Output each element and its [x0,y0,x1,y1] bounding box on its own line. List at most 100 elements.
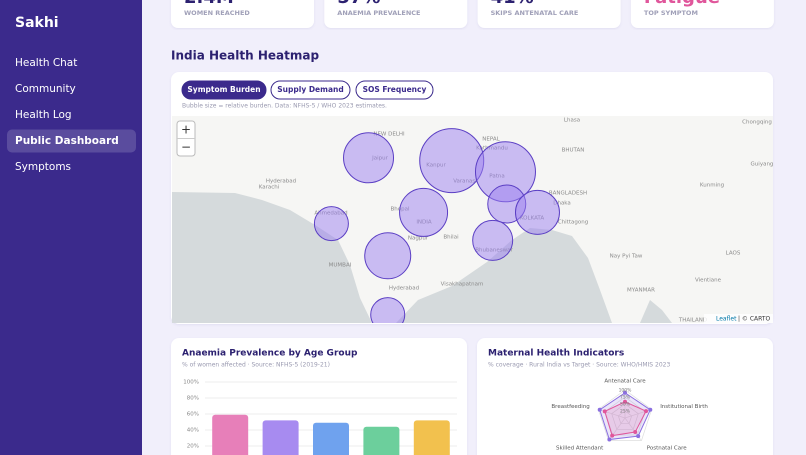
map-label: BHUTAN [562,148,585,154]
map-label: Bhilai [443,235,459,241]
map-label: Nagpur [408,236,429,242]
map: NEW DELHIJaipurKanpurVaranasiPatnaNEPALK… [172,116,774,332]
map-label: MYANMAR [627,288,655,294]
attribution-bg [704,314,773,323]
y-tick-label: 80% [187,396,199,402]
stat-card [630,0,774,28]
map-bubble[interactable] [364,232,412,280]
bay-of-bengal [396,228,612,323]
bar [313,422,349,455]
stat-label: ANAEMIA PREVALENCE [337,9,420,17]
zoom-in[interactable]: + [181,123,191,137]
stat-value: 57% [337,0,380,8]
radar-point [610,433,615,438]
map-bubble[interactable] [399,187,449,237]
y-tick-label: 60% [187,412,199,418]
radar-tick-label: 50% [620,402,631,408]
zoom-out[interactable]: − [181,140,191,154]
map-label: Hyderabad [266,179,296,185]
radar-axis [598,409,626,419]
radar-tick-label: 75% [620,395,631,401]
map-label: Chongqing [742,120,772,126]
radar-point [597,407,602,412]
bar [262,420,299,455]
sidebar [0,0,142,455]
map-label: Visakhapatnam [441,282,484,288]
map-label: Lhasa [564,118,580,124]
radar-area [604,401,647,437]
logo: Sakhi [15,15,59,31]
chart-subtitle: % coverage · Rural India vs Target · Sou… [488,362,670,369]
chart-title: Maternal Health Indicators [488,349,624,359]
map-label: NEW DELHI [373,132,405,138]
tab-label[interactable]: SOS Frequency [363,85,427,94]
attribution: | © CARTO [738,316,771,323]
stat-label: SKIPS ANTENATAL CARE [491,9,579,17]
map-bubble[interactable] [343,132,395,184]
nav-item[interactable]: Community [15,83,76,95]
tab-label[interactable]: Symptom Burden [187,85,260,94]
radar-tick-label: 25% [620,409,631,415]
map-label: Karachi [259,185,280,191]
radar-point [607,437,612,442]
radar-grid [617,410,633,425]
map-label: Nay Pyi Taw [610,254,643,260]
map-label: Guiyang [751,162,774,168]
tab-button[interactable] [181,80,267,100]
radar-point [623,399,627,404]
map-label: Chittagong [558,220,588,226]
arabian-sea [172,192,372,323]
map-caption: Bubble size = relative burden. Data: NFH… [182,103,387,110]
map-label: Kunming [700,183,724,189]
y-tick-label: 20% [187,444,199,450]
map-bubble[interactable] [370,297,406,332]
tab-label[interactable]: Supply Demand [277,85,343,94]
map-label: LAOS [726,251,741,257]
radar-category: Antenatal Care [604,379,646,385]
map-bubble[interactable] [514,189,560,235]
stat-card [171,0,314,28]
bar [363,426,400,455]
bar [413,420,450,455]
tab-button[interactable] [270,80,351,100]
andaman-sea [640,300,672,323]
y-tick-label: 100% [183,380,199,386]
chart-title: Anaemia Prevalence by Age Group [182,349,358,359]
stat-card [324,0,468,28]
radar-tick-label: 100% [619,388,633,394]
stat-label: TOP SYMPTOM [644,9,698,17]
map-bubble[interactable] [313,206,349,242]
radar-category: Institutional Birth [660,404,708,410]
bar [212,414,249,455]
map-bubble[interactable] [419,128,485,194]
map-label: Hyderabad [389,286,419,292]
nav-item[interactable]: Health Chat [15,57,77,69]
map-label: THAILAND [678,318,707,324]
radar-point [623,390,627,395]
nav-item[interactable]: Symptoms [15,161,71,173]
map-bubble[interactable] [472,219,514,261]
stat-label: WOMEN REACHED [184,9,250,17]
radar-category: Breastfeeding [551,404,589,410]
stat-value: 2.4M [184,0,234,8]
radar-grid [597,389,653,442]
radar-point [648,407,653,412]
radar-category: Postnatal Care [647,445,688,451]
section-title: India Health Heatmap [171,49,319,63]
radar-category: Skilled Attendant [556,445,604,451]
nav-item[interactable]: Public Dashboard [15,135,119,147]
map-label: Vientiane [695,278,722,284]
map-label: BANGLADESH [549,191,587,197]
attribution-link[interactable]: Leaflet [716,316,737,323]
radar-point [602,409,607,414]
radar-point [636,434,641,439]
nav-active-bg [7,129,136,153]
stat-card [477,0,621,28]
chart-subtitle: % of women affected · Source: NFHS-5 (20… [182,362,330,369]
radar-point [644,409,649,414]
map-label: Dhaka [553,201,571,207]
nav-item[interactable]: Health Log [15,109,72,121]
tab-button[interactable] [355,80,434,100]
radar-point [633,430,638,435]
